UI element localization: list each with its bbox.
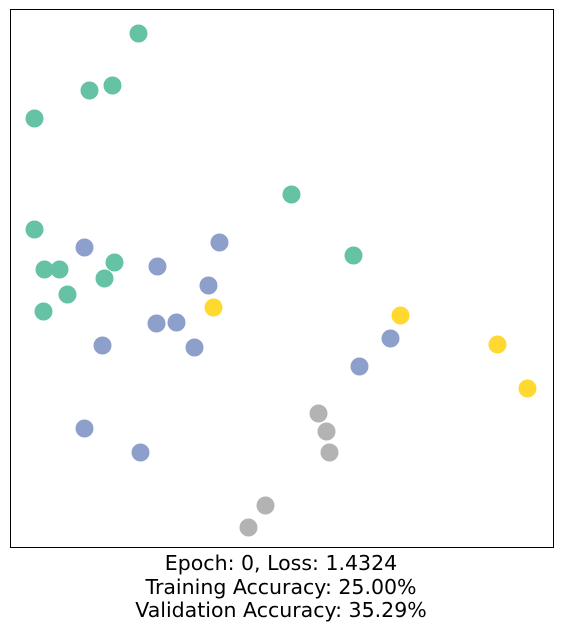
- scatter-point-class2-0: [204, 298, 223, 317]
- scatter-plot: [10, 9, 554, 548]
- scatter-point-class1-4: [167, 313, 186, 332]
- scatter-point-class1-1: [75, 238, 94, 257]
- scatter-point-class0-8: [50, 260, 69, 279]
- scatter-point-class1-11: [131, 443, 150, 462]
- scatter-point-class0-5: [25, 220, 44, 239]
- scatter-point-class1-7: [185, 338, 204, 357]
- scatter-point-class0-6: [344, 246, 363, 265]
- scatter-point-class0-0: [129, 24, 148, 43]
- scatter-point-class0-12: [34, 302, 53, 321]
- scatter-point-class1-9: [350, 357, 369, 376]
- scatter-point-class1-6: [93, 336, 112, 355]
- scatter-point-class1-2: [148, 257, 167, 276]
- scatter-point-class0-11: [58, 285, 77, 304]
- scatter-point-class2-1: [391, 306, 410, 325]
- scatter-point-class1-8: [381, 329, 400, 348]
- scatter-point-class0-1: [80, 81, 99, 100]
- scatter-point-class3-3: [256, 496, 275, 515]
- scatter-point-class1-3: [199, 276, 218, 295]
- caption-epoch-loss: Epoch: 0, Loss: 1.4324: [164, 551, 398, 575]
- scatter-point-class2-3: [518, 379, 537, 398]
- scatter-point-class1-10: [75, 419, 94, 438]
- scatter-point-class3-0: [309, 404, 328, 423]
- scatter-point-class0-3: [25, 109, 44, 128]
- scatter-point-class0-4: [282, 185, 301, 204]
- scatter-point-class0-10: [105, 253, 124, 272]
- scatter-point-class1-0: [210, 233, 229, 252]
- scatter-point-class0-2: [103, 76, 122, 95]
- caption-validation-accuracy: Validation Accuracy: 35.29%: [135, 598, 427, 622]
- scatter-point-class3-2: [320, 443, 339, 462]
- scatter-point-class0-7: [35, 260, 54, 279]
- scatter-point-class1-5: [147, 314, 166, 333]
- scatter-point-class3-1: [317, 422, 336, 441]
- scatter-point-class3-4: [239, 518, 258, 537]
- scatter-point-class2-2: [488, 335, 507, 354]
- caption-training-accuracy: Training Accuracy: 25.00%: [145, 575, 417, 599]
- scatter-points: [25, 24, 537, 537]
- scatter-point-class0-9: [95, 269, 114, 288]
